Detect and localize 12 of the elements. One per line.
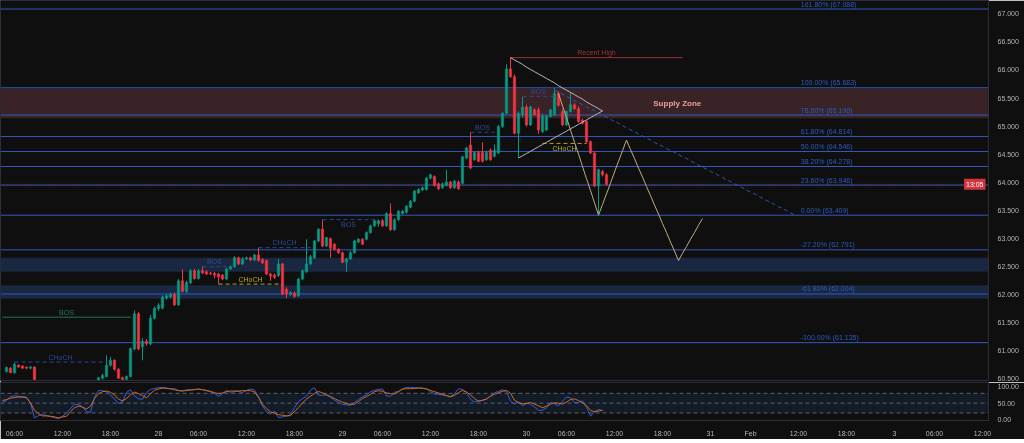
candlestick xyxy=(553,87,556,117)
candlestick xyxy=(541,113,544,134)
candlestick xyxy=(181,269,184,294)
candlestick xyxy=(321,219,324,248)
candlestick xyxy=(517,110,520,159)
band-label: Supply Zone xyxy=(653,98,702,108)
candlestick xyxy=(469,131,472,170)
line-series xyxy=(554,89,795,216)
candlestick xyxy=(525,104,528,128)
candlestick xyxy=(389,202,392,232)
candlestick xyxy=(537,107,540,135)
candlestick xyxy=(141,337,144,361)
